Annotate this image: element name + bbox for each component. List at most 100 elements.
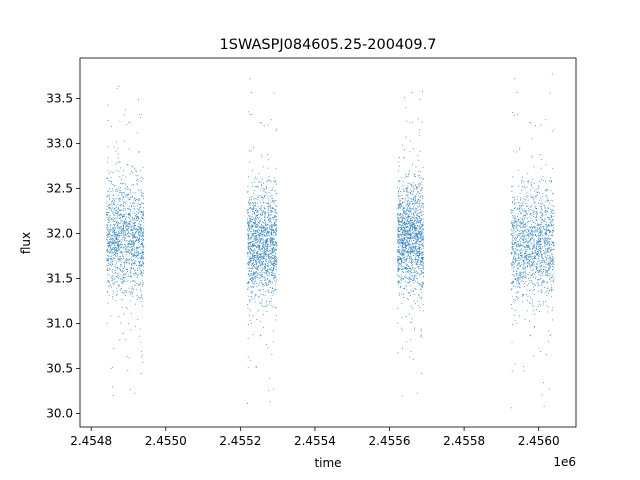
- data-point: [413, 300, 415, 302]
- data-point: [252, 239, 254, 241]
- data-point: [256, 186, 257, 188]
- data-point: [109, 194, 111, 196]
- data-point: [407, 221, 409, 223]
- data-point: [275, 228, 276, 230]
- data-point: [130, 220, 132, 222]
- data-point: [132, 172, 134, 174]
- data-point: [399, 221, 401, 223]
- data-point: [421, 224, 423, 226]
- data-point: [397, 284, 399, 286]
- data-point: [110, 125, 112, 127]
- data-point: [120, 226, 121, 228]
- data-point: [268, 209, 270, 211]
- data-point: [141, 252, 143, 254]
- data-point: [540, 216, 542, 218]
- data-point: [398, 219, 400, 221]
- data-point: [512, 263, 514, 265]
- data-point: [261, 254, 263, 256]
- data-point: [522, 250, 524, 252]
- data-point: [270, 300, 272, 302]
- data-point: [108, 282, 110, 284]
- data-point: [254, 178, 256, 180]
- data-point: [251, 263, 253, 265]
- data-point: [127, 226, 129, 227]
- data-point: [407, 226, 409, 228]
- data-point: [416, 273, 418, 275]
- data-point: [403, 238, 405, 240]
- data-point: [135, 252, 137, 254]
- data-point: [142, 281, 144, 283]
- data-point: [136, 283, 138, 284]
- data-point: [115, 238, 117, 240]
- data-point: [405, 251, 407, 253]
- data-point: [402, 231, 404, 233]
- data-point: [524, 370, 525, 372]
- data-point: [272, 330, 274, 332]
- data-point: [120, 264, 121, 266]
- data-point: [137, 242, 139, 243]
- data-point: [410, 251, 412, 253]
- data-point: [414, 200, 416, 202]
- data-point: [259, 320, 261, 322]
- data-point: [137, 270, 138, 271]
- data-point: [117, 274, 119, 276]
- data-point: [412, 182, 414, 184]
- data-point: [541, 230, 543, 232]
- data-point: [107, 221, 109, 223]
- data-point: [408, 282, 410, 284]
- data-point: [265, 185, 267, 187]
- data-point: [269, 281, 271, 283]
- data-point: [417, 235, 418, 237]
- data-point: [422, 242, 424, 244]
- data-point: [272, 250, 274, 252]
- data-point: [140, 255, 142, 257]
- data-point: [122, 215, 124, 217]
- data-point: [411, 252, 412, 254]
- data-point: [255, 201, 257, 203]
- data-point: [521, 180, 523, 181]
- data-point: [124, 140, 126, 142]
- data-point: [260, 209, 261, 211]
- data-point: [408, 243, 410, 244]
- data-point: [258, 265, 260, 267]
- data-point: [271, 305, 273, 306]
- data-point: [406, 217, 408, 219]
- data-point: [419, 129, 421, 131]
- data-point: [411, 280, 413, 282]
- data-point: [133, 242, 135, 244]
- data-point: [258, 296, 260, 298]
- data-point: [121, 271, 123, 273]
- data-point: [272, 265, 274, 267]
- data-point: [118, 235, 120, 237]
- data-point: [116, 281, 118, 282]
- data-point: [247, 281, 249, 283]
- data-point: [123, 225, 124, 227]
- data-point: [253, 274, 255, 276]
- data-point: [140, 282, 141, 284]
- data-point: [251, 219, 253, 220]
- data-point: [549, 291, 551, 293]
- data-point: [539, 270, 541, 271]
- data-point: [417, 252, 419, 254]
- data-point: [413, 236, 414, 238]
- data-point: [418, 239, 419, 241]
- data-point: [132, 192, 134, 194]
- data-point: [413, 224, 415, 226]
- data-point: [419, 196, 421, 197]
- data-point: [118, 284, 120, 286]
- data-point: [516, 228, 518, 230]
- data-point: [401, 263, 402, 265]
- data-point: [142, 235, 144, 237]
- data-point: [272, 274, 273, 276]
- data-point: [114, 266, 116, 267]
- data-point: [261, 229, 263, 231]
- data-point: [397, 234, 399, 235]
- data-point: [132, 231, 133, 233]
- data-point: [117, 277, 119, 278]
- data-point: [129, 240, 131, 242]
- data-point: [422, 276, 424, 278]
- data-point: [268, 219, 270, 221]
- data-point: [251, 298, 253, 300]
- data-point: [542, 221, 544, 223]
- data-point: [111, 219, 113, 220]
